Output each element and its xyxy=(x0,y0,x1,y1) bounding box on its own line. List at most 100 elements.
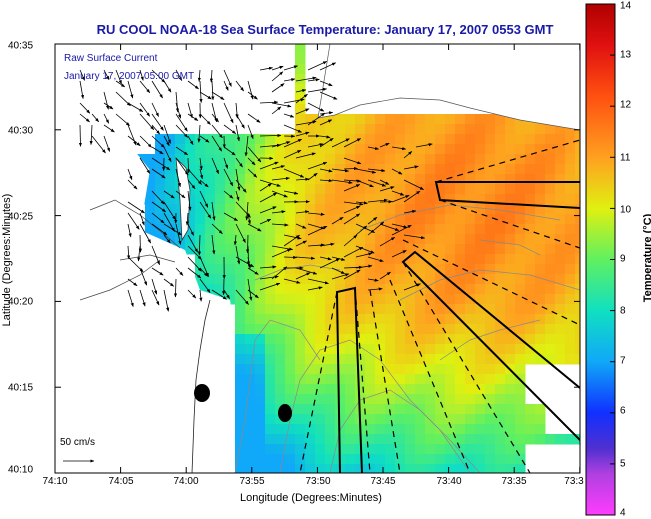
sst-cell xyxy=(245,184,256,195)
sst-cell xyxy=(375,244,386,255)
current-vector xyxy=(197,69,201,82)
current-vector xyxy=(199,179,209,188)
sst-cell xyxy=(515,144,526,155)
sst-cell xyxy=(345,274,356,285)
sst-cell xyxy=(375,114,386,125)
sst-cell xyxy=(395,254,406,265)
sst-cell xyxy=(295,304,306,315)
current-vector xyxy=(391,146,407,151)
sst-cell xyxy=(455,424,466,435)
sst-cell xyxy=(155,204,166,215)
sst-cell xyxy=(505,174,516,185)
sst-cell xyxy=(485,254,496,265)
sst-cell xyxy=(515,464,526,473)
sst-cell xyxy=(315,404,326,415)
sst-cell xyxy=(255,254,266,265)
sst-cell xyxy=(345,444,356,455)
sst-cell xyxy=(575,354,580,365)
current-vector xyxy=(187,102,193,119)
sst-cell xyxy=(345,134,356,145)
sst-cell xyxy=(335,304,346,315)
sst-cell xyxy=(165,144,176,155)
sst-cell xyxy=(495,184,506,195)
current-vector xyxy=(187,135,194,145)
current-vector xyxy=(271,102,292,108)
sst-cell xyxy=(545,214,556,225)
sst-cell xyxy=(385,244,396,255)
current-vector xyxy=(89,124,93,145)
sst-cell xyxy=(305,304,316,315)
sst-cell xyxy=(545,334,556,345)
sst-cell xyxy=(495,244,506,255)
sst-cell xyxy=(355,214,366,225)
colorbar-label: Temperature (°C) xyxy=(642,213,651,303)
sst-cell xyxy=(465,384,476,395)
sst-cell xyxy=(505,184,516,195)
sst-cell xyxy=(435,264,446,275)
current-vector xyxy=(259,282,281,291)
sst-cell xyxy=(335,374,346,385)
sst-cell xyxy=(275,254,286,265)
sst-cell xyxy=(445,334,456,345)
sst-cell xyxy=(525,124,536,135)
sst-cell xyxy=(335,114,346,125)
sst-cell xyxy=(205,234,216,245)
current-vector xyxy=(283,113,295,118)
current-vector xyxy=(271,223,289,227)
sst-cell xyxy=(375,124,386,135)
sst-cell xyxy=(185,194,196,205)
sst-cell xyxy=(295,84,306,95)
current-vector xyxy=(403,165,419,170)
sst-cell xyxy=(385,464,396,473)
sst-cell xyxy=(295,74,306,85)
sst-cell xyxy=(525,204,536,215)
sst-cell xyxy=(455,324,466,335)
sst-cell xyxy=(255,444,266,455)
sst-cell xyxy=(515,234,526,245)
current-vector xyxy=(307,286,323,291)
sst-cell xyxy=(395,244,406,255)
sst-cell xyxy=(385,434,396,445)
sst-cell xyxy=(435,414,446,425)
sst-cell xyxy=(415,384,426,395)
sst-cell xyxy=(285,264,296,275)
sst-cell xyxy=(475,274,486,285)
sst-cell xyxy=(355,284,366,295)
sst-cell xyxy=(425,124,436,135)
sst-cell xyxy=(495,114,506,125)
sst-cell xyxy=(295,274,306,285)
current-vector xyxy=(271,71,284,82)
current-vector xyxy=(79,102,91,114)
sst-cell xyxy=(355,394,366,405)
sst-cell xyxy=(255,454,266,465)
sst-cell xyxy=(305,414,316,425)
sst-cell xyxy=(565,244,576,255)
current-vector xyxy=(295,223,307,229)
sst-cell xyxy=(165,184,176,195)
current-vector xyxy=(127,168,133,181)
sst-cell xyxy=(535,164,546,175)
sst-cell xyxy=(235,144,246,155)
sst-cell xyxy=(295,164,306,175)
sst-cell xyxy=(265,324,276,335)
sst-cell xyxy=(485,234,496,245)
sst-cell xyxy=(205,174,216,185)
sst-cell xyxy=(545,164,556,175)
sst-cell xyxy=(235,164,246,175)
sst-cell xyxy=(385,264,396,275)
sst-cell xyxy=(235,274,246,285)
sst-cell xyxy=(505,194,516,205)
current-vector xyxy=(151,289,160,306)
sst-cell xyxy=(325,244,336,255)
sst-cell xyxy=(465,244,476,255)
sst-cell xyxy=(195,244,206,255)
buoy-marker xyxy=(194,384,210,402)
sst-cell xyxy=(165,214,176,225)
sst-cell xyxy=(515,204,526,215)
sst-cell xyxy=(225,174,236,185)
sst-cell xyxy=(325,374,336,385)
sst-cell xyxy=(385,444,396,455)
sst-cell xyxy=(235,324,246,335)
sst-cell xyxy=(345,374,356,385)
sst-cell xyxy=(305,224,316,235)
